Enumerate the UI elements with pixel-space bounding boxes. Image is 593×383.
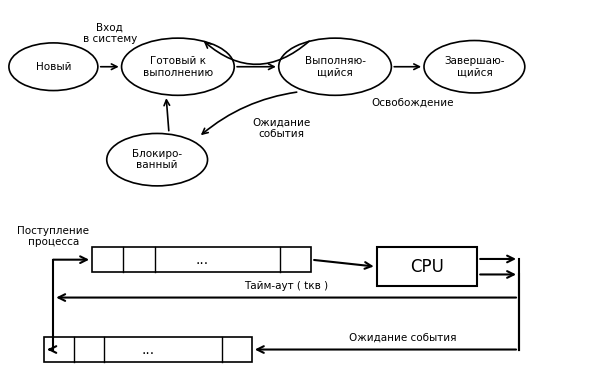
Text: Блокиро-
ванный: Блокиро- ванный bbox=[132, 149, 182, 170]
Bar bbox=[92, 247, 311, 272]
Ellipse shape bbox=[424, 41, 525, 93]
Text: ...: ... bbox=[142, 342, 155, 357]
Text: Тайм-аут ( tкв ): Тайм-аут ( tкв ) bbox=[244, 280, 328, 291]
Text: Новый: Новый bbox=[36, 62, 71, 72]
Ellipse shape bbox=[9, 43, 98, 90]
Ellipse shape bbox=[107, 133, 208, 186]
Ellipse shape bbox=[279, 38, 391, 95]
Text: Выполняю-
щийся: Выполняю- щийся bbox=[305, 56, 365, 77]
Bar bbox=[44, 337, 252, 362]
Text: Ожидание
события: Ожидание события bbox=[253, 118, 311, 139]
Text: Поступление
процесса: Поступление процесса bbox=[17, 226, 90, 247]
Text: Вход
в систему: Вход в систему bbox=[82, 23, 137, 44]
Text: Готовый к
выполнению: Готовый к выполнению bbox=[143, 56, 213, 77]
Bar bbox=[377, 247, 477, 286]
Ellipse shape bbox=[122, 38, 234, 95]
Text: CPU: CPU bbox=[410, 258, 444, 276]
Text: Освобождение: Освобождение bbox=[371, 97, 454, 107]
Text: Завершаю-
щийся: Завершаю- щийся bbox=[444, 56, 505, 77]
Text: Ожидание события: Ожидание события bbox=[349, 332, 457, 342]
Text: ...: ... bbox=[195, 253, 208, 267]
